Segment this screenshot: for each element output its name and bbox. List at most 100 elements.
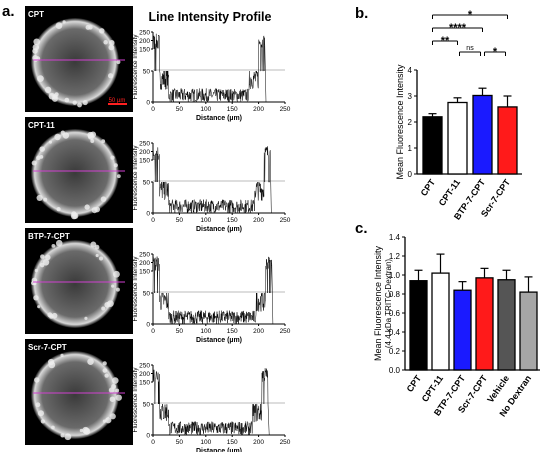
y-tick-label: 0 [146, 100, 150, 107]
y-tick-label: 1.2 [389, 252, 401, 261]
intensity-trace [152, 368, 270, 436]
y-tick-label: 1.4 [389, 233, 401, 242]
cell-speck [40, 254, 45, 259]
y-tick-label: 200 [139, 260, 150, 267]
cell-speck [94, 244, 100, 250]
x-tick-label: 0 [151, 439, 155, 446]
intensity-trace [152, 33, 267, 103]
cell-speck [102, 368, 108, 373]
x-tick-label: 250 [280, 439, 291, 446]
cell-speck [99, 28, 105, 34]
spheroid [31, 18, 119, 106]
significance-label: ns [466, 45, 474, 52]
cell-speck [111, 384, 117, 389]
spheroid [31, 351, 119, 439]
cell-speck [82, 99, 88, 106]
y-tick-label: 3 [408, 92, 413, 101]
bar [409, 280, 428, 371]
cell-speck [111, 284, 115, 288]
x-tick-label: 0 [151, 328, 155, 335]
y-axis-label: Fluorescence Intensity [132, 145, 139, 211]
cell-speck [95, 253, 99, 258]
y-tick-label: 0 [408, 170, 413, 179]
cell-speck [85, 24, 91, 30]
x-tick-label: 50 [176, 439, 184, 446]
y-tick-label: 50 [143, 291, 151, 298]
y-tick-label: 0.2 [389, 347, 401, 356]
cell-speck [56, 207, 61, 212]
cell-speck [37, 410, 45, 417]
significance-label: * [493, 46, 498, 58]
cell-speck [60, 433, 65, 438]
bar [497, 279, 516, 371]
x-tick-label: 250 [280, 328, 291, 335]
panel-letter: c. [355, 220, 368, 237]
y-tick-label: 50 [143, 69, 151, 76]
cell-speck [113, 163, 118, 168]
x-tick-label: 50 [176, 217, 184, 224]
bar [472, 94, 493, 175]
cell-speck [104, 373, 109, 378]
cell-speck [111, 377, 119, 384]
x-tick-label: 200 [253, 106, 264, 113]
cell-speck [87, 131, 94, 139]
cell-speck [37, 75, 44, 83]
y-axis-label: Mean Fluorescence Intensity [395, 64, 405, 180]
y-tick-label: 50 [143, 180, 151, 187]
y-axis-label: Fluorescence Intensity [132, 367, 139, 433]
significance-bracket: ** [432, 35, 458, 47]
cell-speck [108, 73, 114, 79]
cell-speck [109, 413, 116, 420]
cell-speck [100, 196, 107, 202]
bar [422, 116, 443, 175]
x-tick-label: 250 [280, 106, 291, 113]
cell-speck [64, 433, 72, 441]
cell-speck [32, 43, 40, 51]
cell-speck [35, 402, 41, 408]
cell-speck [31, 160, 37, 166]
cell-speck [102, 419, 107, 423]
cell-speck [34, 268, 38, 273]
cell-speck [32, 55, 39, 61]
y-axis-label: Mean Fluorescence Intensity [373, 245, 383, 361]
intensity-trace [152, 256, 274, 325]
cell-speck [49, 314, 54, 319]
significance-bracket: * [484, 46, 506, 58]
y-tick-label: 2 [408, 118, 413, 127]
bar [447, 101, 468, 175]
cell-speck [33, 38, 41, 46]
y-axis-label: Fluorescence Intensity [132, 256, 139, 322]
scale-bar-label: 50 µm [109, 98, 126, 104]
x-tick-label: 200 [253, 217, 264, 224]
spheroid [31, 129, 119, 217]
y-tick-label: 150 [139, 158, 150, 165]
y-axis-label-2: (4.4 kDa TRITC-Dextran) [384, 259, 393, 349]
y-tick-label: 150 [139, 47, 150, 54]
row-label: CPT [28, 10, 44, 19]
x-axis-label: Distance (µm) [196, 337, 242, 344]
x-tick-label: 150 [227, 217, 238, 224]
cell-speck [116, 174, 121, 179]
cell-speck [42, 258, 50, 266]
cell-speck [39, 146, 45, 152]
cell-speck [107, 300, 114, 308]
cell-speck [64, 97, 70, 103]
y-tick-label: 1 [408, 144, 413, 153]
cell-speck [48, 361, 56, 369]
significance-bracket: * [432, 9, 508, 21]
x-tick-label: 150 [227, 328, 238, 335]
cell-speck [82, 426, 90, 434]
cell-speck [55, 22, 63, 29]
cell-speck [44, 86, 52, 93]
cell-speck [113, 270, 120, 278]
cell-speck [45, 254, 51, 261]
x-tick-label: 50 [176, 106, 184, 113]
bar [497, 106, 518, 175]
scale-bar [108, 103, 127, 105]
row-label: CPT-11 [28, 121, 55, 130]
cell-speck [52, 94, 58, 100]
